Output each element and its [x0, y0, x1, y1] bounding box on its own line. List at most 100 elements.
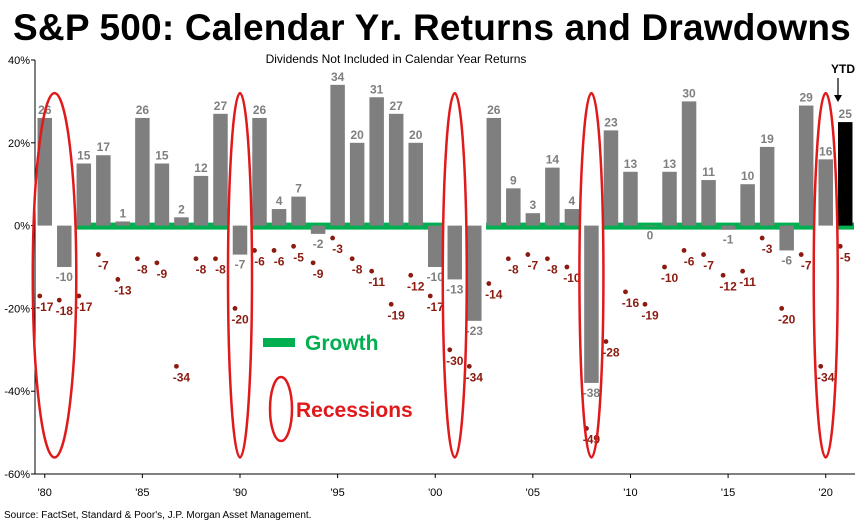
- axes: 40% 20% 0% -20% -40% -60% '80 '85 '90 '95 '00 '05 '1…: [4, 55, 855, 499]
- return-bar-label: 26: [136, 103, 150, 117]
- drawdown-point: [505, 256, 511, 262]
- return-bar: [467, 225, 482, 321]
- legend-growth-label: Growth: [305, 332, 379, 355]
- return-bar: [759, 146, 775, 226]
- growth-period-bar: [486, 222, 581, 230]
- return-bar: [623, 171, 638, 226]
- drawdown-point: [740, 268, 746, 274]
- return-bar-label: -10: [56, 270, 74, 284]
- drawdown-point: [369, 268, 375, 274]
- return-bar: [57, 225, 72, 267]
- return-bar-label: 13: [663, 157, 677, 171]
- drawdown-label: -7: [98, 259, 109, 273]
- drawdown-label: -6: [274, 254, 285, 268]
- return-bar: [427, 225, 443, 267]
- drawdown-point: [623, 289, 628, 295]
- ytd-label: YTD: [831, 62, 855, 76]
- drawdown-label: -3: [332, 242, 343, 256]
- return-bar-label: 27: [214, 99, 228, 113]
- return-bar: [447, 225, 463, 280]
- return-bar-label: 30: [682, 86, 696, 100]
- drawdown-point: [95, 252, 101, 257]
- drawdown-label: -8: [137, 263, 148, 277]
- recession-ovals-group: [31, 91, 839, 459]
- return-bar: [174, 217, 189, 226]
- recession-oval: [812, 91, 839, 459]
- return-bar: [213, 113, 228, 226]
- drawdown-label: -9: [313, 267, 324, 281]
- drawdown-label: -11: [739, 275, 756, 289]
- drawdown-label: -20: [778, 312, 796, 326]
- return-bar: [96, 155, 111, 226]
- legend: Growth Recessions: [263, 332, 413, 443]
- x-tick-label: '15: [721, 487, 735, 499]
- drawdown-point: [603, 339, 609, 344]
- drawdown-label: -6: [684, 254, 695, 268]
- return-bar: [291, 196, 306, 226]
- drawdown-point: [134, 256, 140, 262]
- y-tick-label: -20%: [4, 303, 30, 315]
- drawdown-label: -28: [602, 346, 620, 360]
- x-tick-label: '20: [819, 487, 833, 499]
- drawdown-label: -11: [368, 275, 385, 289]
- drawdown-label: -3: [762, 242, 773, 256]
- ytd-return-bar: [837, 122, 853, 226]
- return-bar: [779, 225, 794, 251]
- y-tick-label: 40%: [8, 55, 30, 67]
- return-bar-label: 31: [370, 82, 384, 96]
- drawdown-point: [837, 243, 843, 249]
- drawdown-label: -17: [36, 300, 54, 314]
- drawdown-label: -16: [622, 296, 640, 310]
- legend-growth-swatch: [263, 338, 295, 347]
- return-bar: [271, 209, 287, 226]
- drawdown-label: -19: [641, 308, 659, 322]
- drawdown-point: [349, 256, 355, 262]
- recession-oval: [441, 91, 469, 459]
- return-bar-label: -7: [235, 258, 246, 272]
- drawdown-point: [408, 272, 414, 278]
- return-bar-label: 4: [276, 194, 283, 208]
- y-tick-label: -60%: [4, 469, 30, 481]
- return-bar-label: 11: [702, 165, 715, 179]
- drawdown-label: -13: [114, 283, 132, 297]
- return-bar: [388, 113, 404, 226]
- return-bar: [232, 225, 248, 255]
- return-bar-label: -23: [466, 324, 484, 338]
- source-note: Source: FactSet, Standard & Poor's, J.P.…: [4, 510, 312, 521]
- drawdown-point: [544, 256, 550, 262]
- drawdown-label: -8: [508, 263, 519, 277]
- drawdown-point: [76, 293, 82, 299]
- chart-subtitle: Dividends Not Included in Calendar Year …: [265, 52, 527, 66]
- return-bar-label: 26: [253, 103, 267, 117]
- x-tick-label: '95: [330, 487, 344, 499]
- drawdown-label: -8: [547, 263, 558, 277]
- return-bar: [310, 225, 326, 234]
- drawdown-group: -17 -18 -17-7-13-8 -9-34-8 -8-20-6 -6 -5-9-3-8…: [36, 235, 851, 446]
- return-bar: [720, 225, 736, 230]
- drawdown-point: [37, 293, 43, 299]
- drawdown-label: -10: [563, 271, 581, 285]
- return-bar: [584, 225, 599, 383]
- drawdown-label: -7: [528, 259, 539, 273]
- return-bar-label: 13: [624, 157, 638, 171]
- drawdown-point: [779, 306, 785, 311]
- drawdown-label: -34: [173, 370, 191, 384]
- return-bar: [115, 221, 131, 226]
- return-bar: [545, 167, 560, 226]
- return-bar: [408, 142, 423, 226]
- drawdown-point: [681, 248, 687, 253]
- drawdown-label: -9: [157, 267, 168, 281]
- drawdown-point: [291, 243, 296, 249]
- drawdown-label: -5: [293, 250, 304, 264]
- return-bars-group: 26-1015171261521227-72647-23420312720-10…: [37, 70, 853, 400]
- return-bar-label: 17: [97, 140, 111, 154]
- drawdown-label: -12: [719, 279, 737, 293]
- drawdown-point: [252, 248, 257, 253]
- drawdown-label: -17: [75, 300, 93, 314]
- y-tick-label: -40%: [4, 386, 30, 398]
- return-bar-label: 34: [331, 70, 345, 84]
- return-bar-label: 23: [604, 115, 618, 129]
- return-bar: [76, 163, 92, 226]
- return-bar: [252, 117, 267, 226]
